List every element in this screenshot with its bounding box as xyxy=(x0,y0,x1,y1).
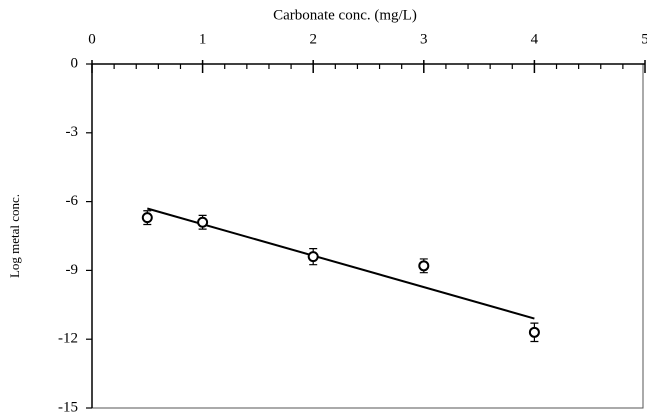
y-tick-label: -3 xyxy=(66,124,79,140)
x-tick-label: 0 xyxy=(88,31,96,47)
x-axis-label: Carbonate conc. (mg/L) xyxy=(273,7,417,23)
x-tick-label: 2 xyxy=(309,31,317,47)
data-point xyxy=(418,260,430,272)
x-tick-label: 4 xyxy=(531,31,539,47)
x-tick-label: 1 xyxy=(199,31,207,47)
y-axis-label: Log metal conc. xyxy=(7,194,22,278)
x-tick-label: 3 xyxy=(420,31,428,47)
y-tick-label: -12 xyxy=(58,331,78,347)
data-point xyxy=(197,216,209,228)
data-point xyxy=(307,251,319,263)
y-tick-label: -6 xyxy=(66,193,79,209)
y-tick-label: 0 xyxy=(71,55,79,71)
y-tick-label: -15 xyxy=(58,399,78,415)
y-tick-label: -9 xyxy=(66,262,79,278)
plot-frame xyxy=(91,63,644,409)
data-point xyxy=(528,326,540,338)
x-tick-label: 5 xyxy=(641,31,647,47)
data-point xyxy=(141,212,153,224)
fit-line xyxy=(147,207,535,320)
